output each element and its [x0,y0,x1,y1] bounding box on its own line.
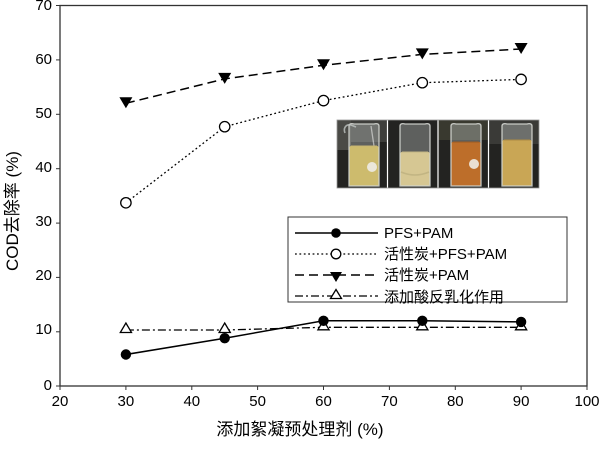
svg-text:60: 60 [315,393,332,410]
svg-text:70: 70 [381,393,398,410]
svg-text:40: 40 [35,159,52,176]
svg-text:30: 30 [35,213,52,230]
svg-text:20: 20 [35,267,52,284]
svg-text:40: 40 [183,393,200,410]
svg-text:70: 70 [35,0,52,14]
svg-text:30: 30 [118,393,135,410]
svg-text:PFS+PAM: PFS+PAM [384,225,453,242]
svg-text:COD去除率 (%): COD去除率 (%) [3,151,22,271]
svg-text:20: 20 [52,393,69,410]
svg-text:100: 100 [574,393,599,410]
svg-text:80: 80 [447,393,464,410]
svg-text:添加酸反乳化作用: 添加酸反乳化作用 [384,289,504,306]
svg-text:90: 90 [513,393,530,410]
svg-text:活性炭+PAM: 活性炭+PAM [384,267,469,284]
svg-text:60: 60 [35,51,52,68]
svg-text:添加絮凝预处理剂 (%): 添加絮凝预处理剂 (%) [216,420,383,439]
svg-text:50: 50 [35,105,52,122]
svg-text:活性炭+PFS+PAM: 活性炭+PFS+PAM [384,246,507,263]
svg-text:10: 10 [35,321,52,338]
svg-text:50: 50 [249,393,266,410]
svg-text:0: 0 [44,377,52,394]
